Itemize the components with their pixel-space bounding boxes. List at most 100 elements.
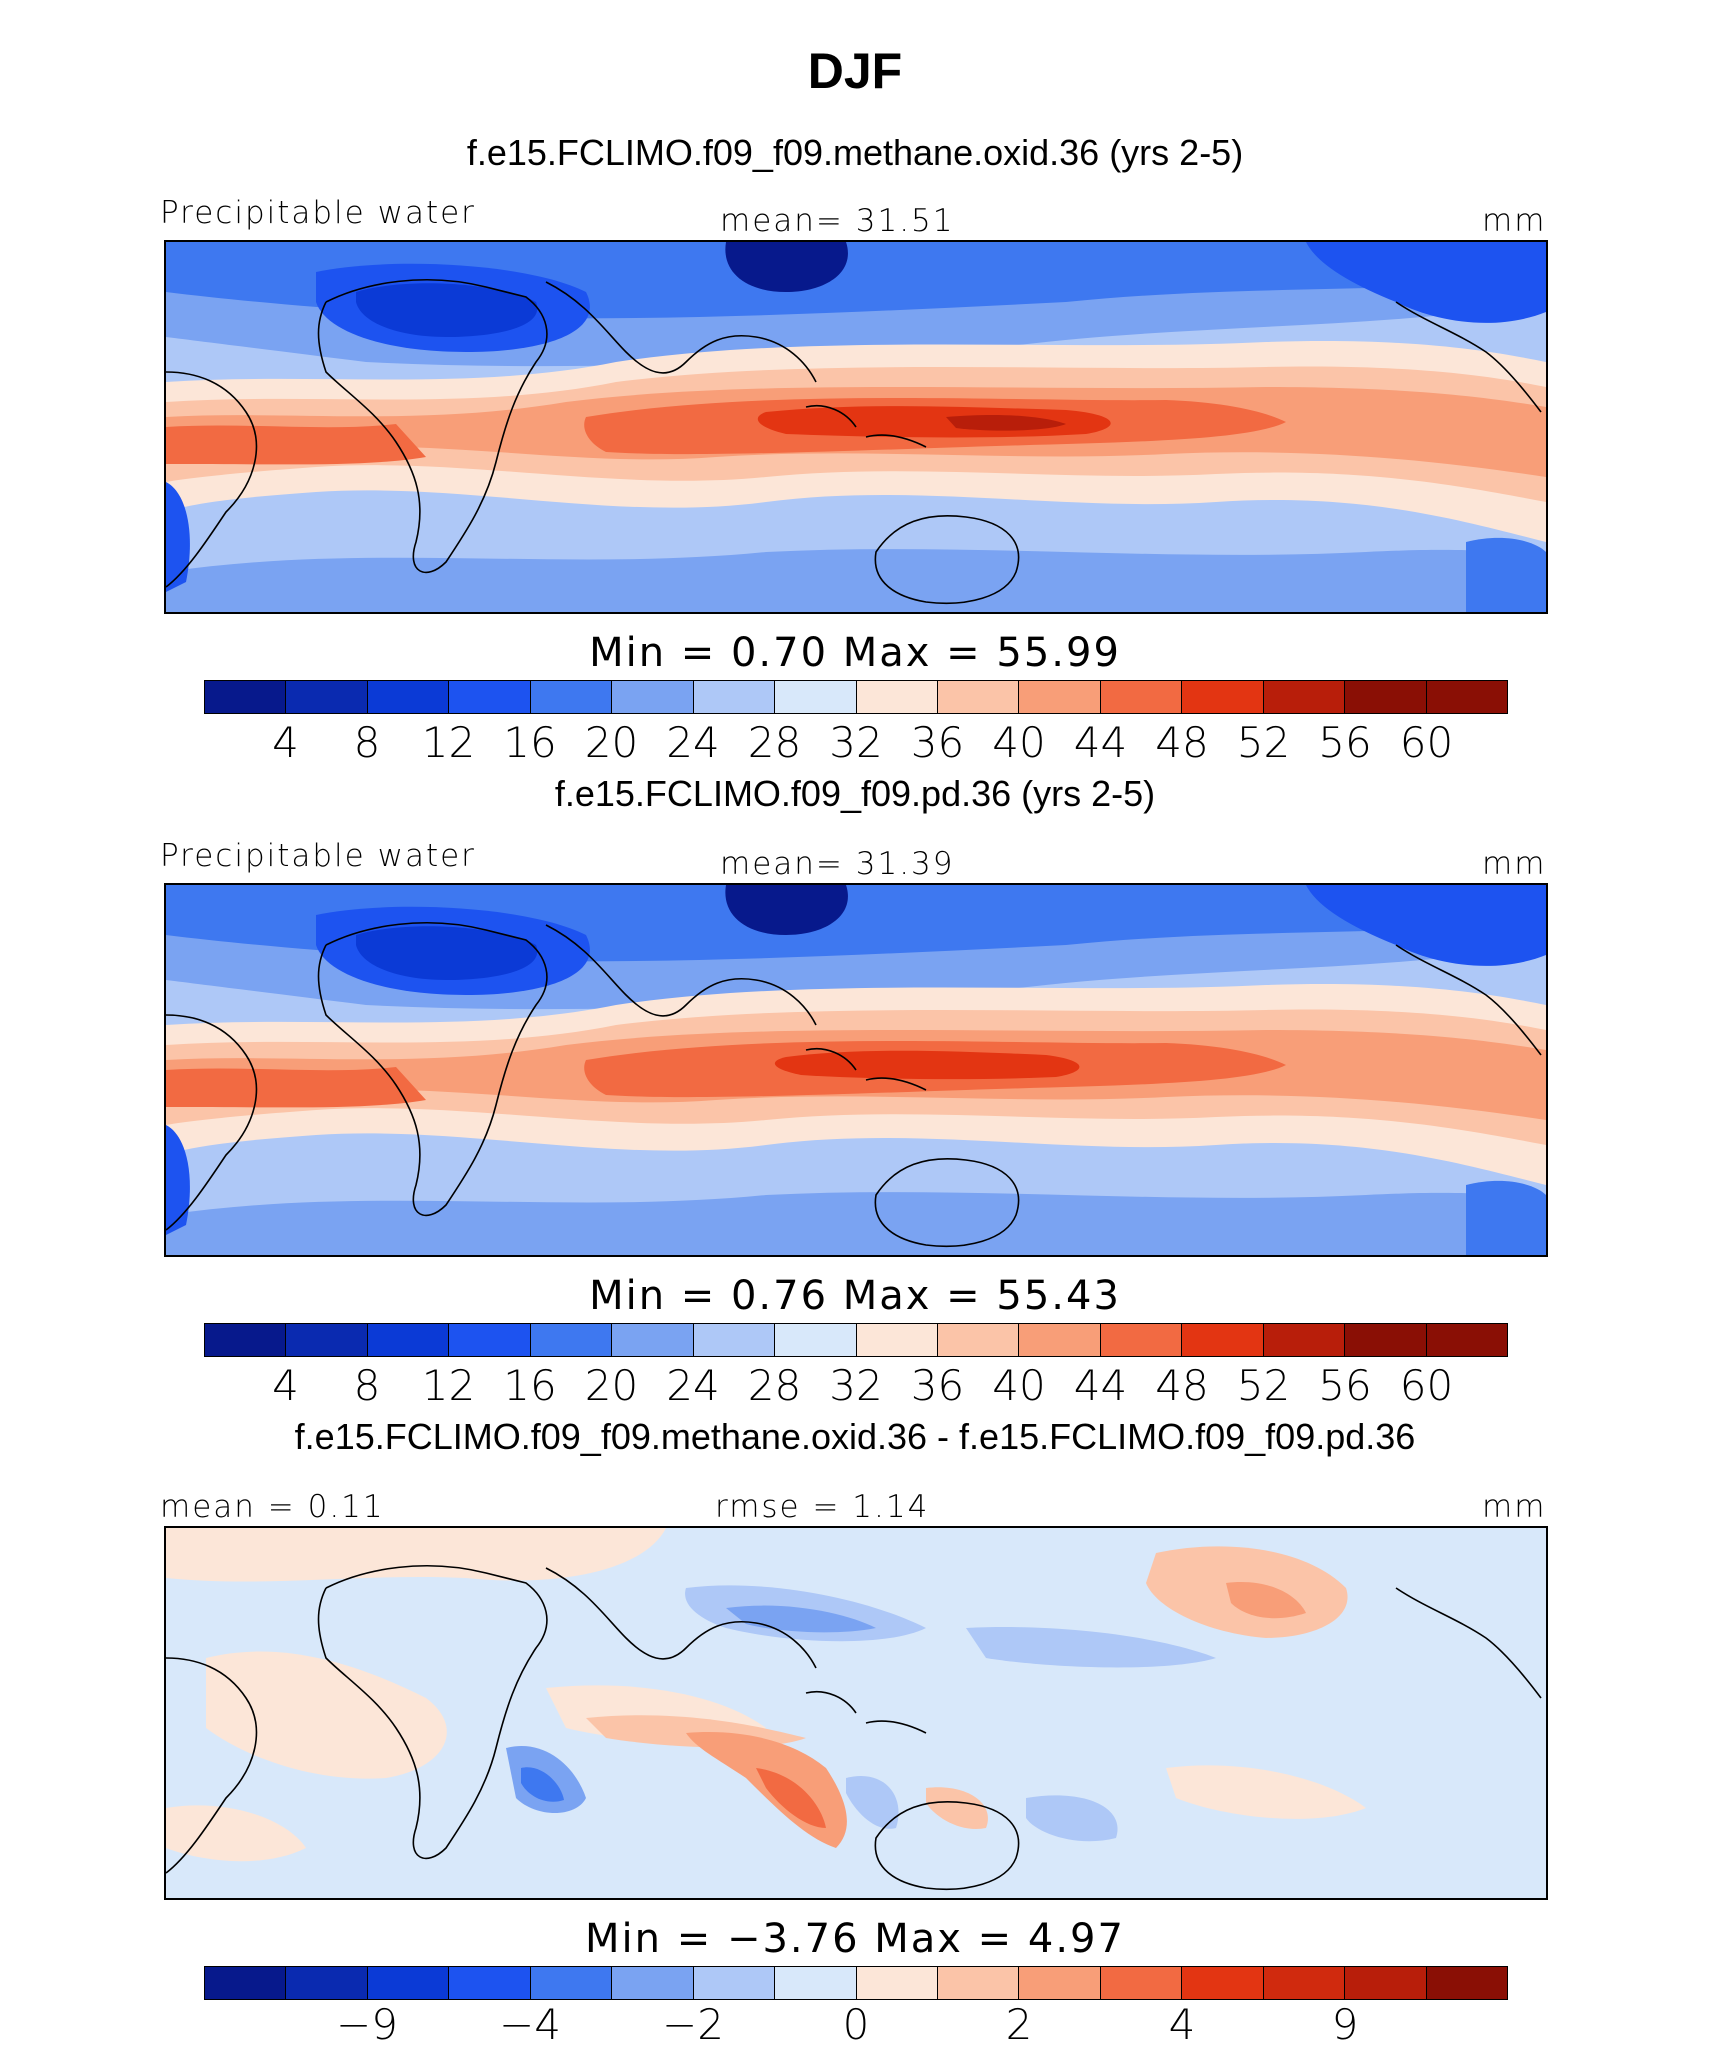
panel3-title: f.e15.FCLIMO.f09_f09.methane.oxid.36 - f… [294, 1416, 1416, 1457]
panel3-rmse-label: rmse = 1.14 [715, 1489, 930, 1525]
colorbar-tick-label: 48 [1155, 718, 1209, 767]
colorbar-swatch [856, 681, 938, 713]
colorbar-swatch [612, 681, 694, 713]
colorbar-tick-label: 4 [272, 1361, 299, 1410]
colorbar-tick-label: 2 [1005, 2000, 1033, 2049]
colorbar-swatch [367, 1967, 450, 1999]
colorbar-tick-label: 4 [272, 718, 299, 767]
colorbar-swatch [693, 681, 776, 713]
colorbar-tick-label: 9 [1331, 2000, 1359, 2049]
colorbar-swatch [1019, 1324, 1101, 1356]
colorbar-swatch [775, 1324, 857, 1356]
colorbar-swatch [612, 1967, 694, 1999]
colorbar-tick-label: −9 [336, 2000, 398, 2049]
panel2-min-max: Min = 0.76 Max = 55.43 [589, 1273, 1121, 1319]
panel2-colorbar-ticks: 4 8 12 16 20 24 28 32 36 40 44 48 52 56 60 [204, 1361, 1508, 1411]
colorbar-swatch [856, 1967, 938, 1999]
colorbar-swatch [1182, 1967, 1264, 1999]
colorbar-swatch [286, 1324, 368, 1356]
colorbar-swatch [693, 1324, 776, 1356]
colorbar-swatch [449, 1967, 531, 1999]
colorbar-tick-label: 44 [1073, 718, 1128, 767]
colorbar-swatch [1345, 1324, 1427, 1356]
colorbar-swatch [367, 1324, 450, 1356]
colorbar-swatch [1182, 1324, 1264, 1356]
colorbar-swatch [1263, 1967, 1346, 1999]
panel1-colorbar-ticks: 4 8 12 16 20 24 28 32 36 40 44 48 52 56 60 [204, 718, 1508, 768]
panel1-mean-label: mean= 31.51 [720, 203, 955, 239]
colorbar-swatch [530, 1324, 613, 1356]
colorbar-swatch [937, 1967, 1020, 1999]
colorbar-tick-label: 52 [1236, 1361, 1291, 1410]
panel1-min-max: Min = 0.70 Max = 55.99 [589, 630, 1121, 676]
colorbar-tick-label: 32 [829, 718, 883, 767]
colorbar-swatch [1263, 1324, 1346, 1356]
panel3-mean-label: mean = 0.11 [160, 1489, 385, 1525]
colorbar-tick-label: 48 [1155, 1361, 1209, 1410]
colorbar-tick-label: 36 [910, 1361, 965, 1410]
colorbar-swatch [1345, 681, 1427, 713]
colorbar-swatch [1019, 681, 1101, 713]
colorbar-tick-label: 56 [1318, 718, 1372, 767]
panel3-min-max: Min = −3.76 Max = 4.97 [585, 1916, 1125, 1962]
colorbar-tick-label: 8 [353, 718, 381, 767]
panel2-units: mm [1482, 846, 1547, 882]
colorbar-tick-label: 20 [584, 1361, 639, 1410]
colorbar-tick-label: 60 [1399, 718, 1454, 767]
colorbar-tick-label: 32 [829, 1361, 883, 1410]
colorbar-swatch [1426, 681, 1507, 713]
panel1-units: mm [1482, 203, 1547, 239]
colorbar-tick-label: 56 [1318, 1361, 1372, 1410]
colorbar-tick-label: 16 [503, 1361, 557, 1410]
colorbar-swatch [1182, 681, 1264, 713]
colorbar-tick-label: 12 [421, 1361, 476, 1410]
colorbar-tick-label: 44 [1073, 1361, 1128, 1410]
panel2-title: f.e15.FCLIMO.f09_f09.pd.36 (yrs 2-5) [554, 773, 1156, 814]
panel2-left-label: Precipitable water [160, 838, 476, 874]
page-title: DJF [807, 43, 903, 99]
colorbar-tick-label: 28 [747, 1361, 802, 1410]
colorbar-tick-label: −4 [499, 2000, 561, 2049]
colorbar-swatch [367, 681, 450, 713]
colorbar-swatch [286, 681, 368, 713]
colorbar-tick-label: 60 [1399, 1361, 1454, 1410]
colorbar-tick-label: 28 [747, 718, 802, 767]
colorbar-tick-label: 0 [842, 2000, 870, 2049]
colorbar-tick-label: 16 [503, 718, 557, 767]
panel3-colorbar-ticks: −9 −4 −2 0 2 4 9 [204, 2000, 1508, 2050]
panel3-map [164, 1526, 1548, 1900]
colorbar-swatch [1345, 1967, 1427, 1999]
colorbar-swatch [1426, 1324, 1507, 1356]
panel1-map [164, 240, 1548, 614]
panel2-mean-label: mean= 31.39 [720, 846, 955, 882]
colorbar-swatch [937, 1324, 1020, 1356]
colorbar-swatch [1019, 1967, 1101, 1999]
colorbar-swatch [1100, 681, 1183, 713]
colorbar-swatch [530, 681, 613, 713]
colorbar-tick-label: −2 [662, 2000, 724, 2049]
panel2-map [164, 883, 1548, 1257]
panel3-units: mm [1482, 1489, 1547, 1525]
colorbar-swatch [530, 1967, 613, 1999]
panel1-colorbar [204, 680, 1508, 714]
panel2-colorbar [204, 1323, 1508, 1357]
colorbar-swatch [612, 1324, 694, 1356]
colorbar-swatch [1263, 681, 1346, 713]
colorbar-tick-label: 12 [421, 718, 476, 767]
colorbar-tick-label: 52 [1236, 718, 1291, 767]
colorbar-swatch [1100, 1967, 1183, 1999]
colorbar-swatch [856, 1324, 938, 1356]
colorbar-swatch [937, 681, 1020, 713]
colorbar-swatch [449, 1324, 531, 1356]
panel1-title: f.e15.FCLIMO.f09_f09.methane.oxid.36 (yr… [466, 132, 1244, 173]
panel1-left-label: Precipitable water [160, 195, 476, 231]
colorbar-tick-label: 20 [584, 718, 639, 767]
colorbar-tick-label: 36 [910, 718, 965, 767]
colorbar-swatch [775, 1967, 857, 1999]
colorbar-swatch [286, 1967, 368, 1999]
colorbar-swatch [1426, 1967, 1507, 1999]
colorbar-swatch [1100, 1324, 1183, 1356]
colorbar-tick-label: 40 [992, 1361, 1046, 1410]
colorbar-swatch [449, 681, 531, 713]
colorbar-swatch [775, 681, 857, 713]
